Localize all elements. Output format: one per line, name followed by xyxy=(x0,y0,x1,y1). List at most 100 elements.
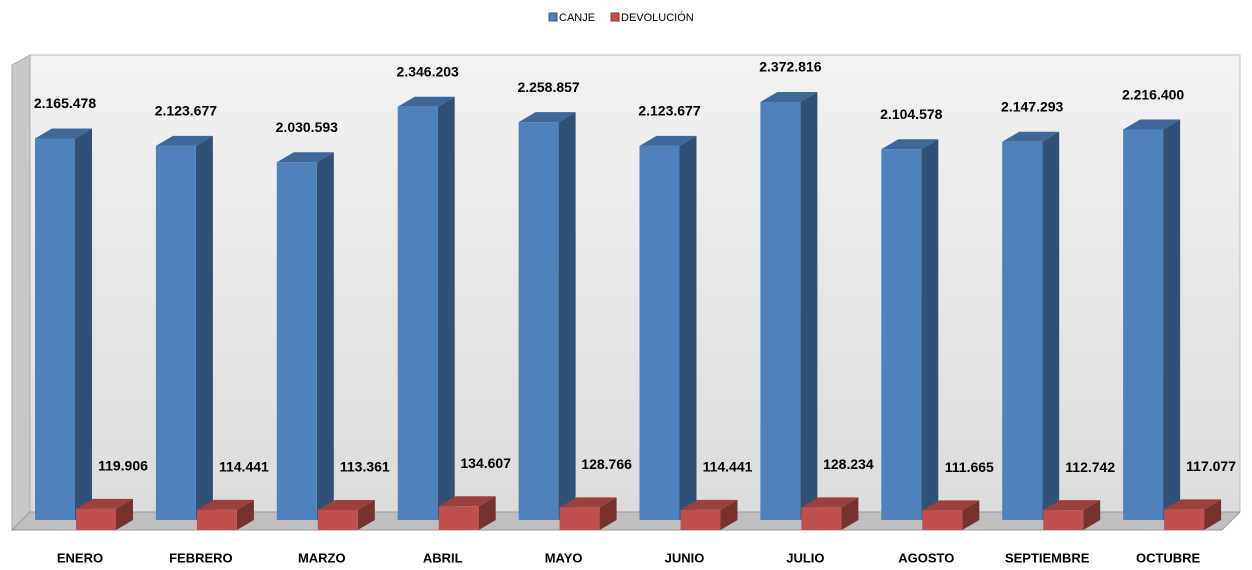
data-label: 2.123.677 xyxy=(155,103,217,119)
bar-front xyxy=(1164,509,1205,530)
bar xyxy=(76,498,133,530)
bar-side xyxy=(1204,499,1222,530)
bar-top xyxy=(1043,500,1101,511)
data-label: 2.147.293 xyxy=(1001,98,1063,114)
bar-top xyxy=(155,135,213,146)
bar-top xyxy=(922,500,980,511)
bar-front xyxy=(760,102,801,520)
bar xyxy=(1043,500,1101,530)
bar-top xyxy=(196,499,254,510)
data-label: 2.216.400 xyxy=(1122,86,1184,102)
bar-front xyxy=(680,509,721,530)
bar-front xyxy=(639,145,680,520)
bar-side xyxy=(679,135,697,520)
bar-side xyxy=(841,497,859,530)
legend-swatch xyxy=(610,12,620,22)
data-label: 114.441 xyxy=(703,459,753,475)
x-tick-label: MARZO xyxy=(298,550,346,565)
data-label: 112.742 xyxy=(1065,459,1115,475)
data-label: 134.607 xyxy=(460,455,511,471)
bar-front xyxy=(397,106,438,520)
data-label: 2.346.203 xyxy=(397,63,459,79)
bar-top xyxy=(760,92,818,102)
bar-side xyxy=(1042,131,1060,520)
bar xyxy=(760,92,818,520)
bar-side xyxy=(558,112,576,520)
bar-side xyxy=(236,499,254,530)
x-tick-label: SEPTIEMBRE xyxy=(1005,550,1090,565)
data-label: 113.361 xyxy=(340,459,390,475)
bar-top xyxy=(397,96,455,107)
bar-side xyxy=(357,500,375,530)
side-wall xyxy=(11,54,31,532)
bar-front xyxy=(1002,141,1043,520)
legend-label: DEVOLUCIÓN xyxy=(621,11,694,24)
bar-side xyxy=(1083,500,1101,530)
bar-top xyxy=(559,497,617,508)
data-label: 2.030.593 xyxy=(276,119,338,135)
x-tick-label: JUNIO xyxy=(665,550,705,565)
bar xyxy=(35,128,92,520)
bar-side xyxy=(75,128,92,520)
bar-front xyxy=(196,509,237,530)
x-tick-label: AGOSTO xyxy=(898,550,954,565)
data-label: 2.104.578 xyxy=(880,106,942,122)
bar-front xyxy=(76,508,116,530)
bar-top xyxy=(438,496,496,507)
x-tick-label: ABRIL xyxy=(423,550,463,565)
data-label: 117.077 xyxy=(1186,458,1236,474)
bar-side xyxy=(962,500,980,530)
legend-label: CANJE xyxy=(559,12,595,24)
bar-top xyxy=(1002,131,1060,142)
bar xyxy=(276,152,334,520)
bar xyxy=(1164,499,1222,530)
bar-front xyxy=(35,138,75,520)
x-tick-label: MAYO xyxy=(545,550,583,565)
bar xyxy=(438,496,496,530)
x-tick-label: OCTUBRE xyxy=(1136,550,1201,565)
bar-top xyxy=(276,152,334,163)
bar-side xyxy=(921,139,939,520)
bar-side xyxy=(478,496,496,530)
bar-top xyxy=(680,499,738,510)
bar xyxy=(518,112,576,520)
data-label: 128.234 xyxy=(823,456,874,472)
bar xyxy=(680,499,738,530)
bar-side xyxy=(195,135,213,520)
bar-top xyxy=(801,497,859,508)
bar-top xyxy=(317,500,375,511)
bar-side xyxy=(1163,119,1181,520)
bar-front xyxy=(518,122,559,520)
legend-swatch xyxy=(548,12,558,22)
bar-top xyxy=(518,112,576,123)
bar-side xyxy=(116,498,133,530)
bar xyxy=(922,500,980,530)
bar-front xyxy=(881,149,922,520)
bar-front xyxy=(801,507,842,530)
bar-front xyxy=(276,162,317,520)
bar-front xyxy=(317,510,358,530)
bar-front xyxy=(922,510,963,530)
bar xyxy=(801,497,859,530)
bar xyxy=(317,500,375,530)
data-label: 2.165.478 xyxy=(34,95,96,111)
bar-side xyxy=(720,499,738,530)
bar-side xyxy=(800,92,818,520)
bar-front xyxy=(438,506,479,530)
bar-top xyxy=(1164,499,1222,510)
bar-side xyxy=(316,152,334,520)
bar-top xyxy=(76,498,133,509)
bar xyxy=(639,135,697,520)
bar-top xyxy=(35,128,92,139)
bar-side xyxy=(599,497,617,530)
bar-front xyxy=(1043,510,1084,530)
x-tick-label: JULIO xyxy=(786,550,824,565)
data-label: 2.258.857 xyxy=(517,79,579,95)
bar xyxy=(1123,119,1181,520)
bar-side xyxy=(437,96,455,520)
bar xyxy=(397,96,455,520)
bar-front xyxy=(559,507,600,530)
data-label: 2.123.677 xyxy=(638,103,700,119)
x-tick-label: ENERO xyxy=(57,550,103,565)
